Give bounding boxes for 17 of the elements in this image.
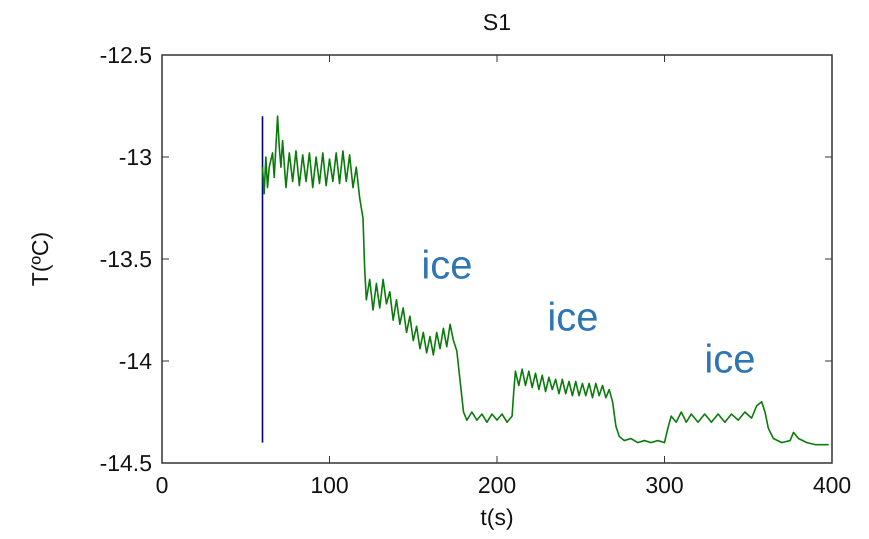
y-tick-label: -14.5: [100, 450, 152, 476]
x-tick-label: 100: [310, 472, 349, 498]
annotation: ice: [421, 244, 473, 288]
y-tick-label: -12.5: [100, 42, 152, 68]
y-tick-label: -13: [118, 144, 152, 170]
x-axis-title: t(s): [480, 504, 514, 530]
annotation: ice: [547, 296, 599, 340]
y-tick-label: -13.5: [100, 246, 152, 272]
x-tick-label: 200: [478, 472, 516, 498]
y-axis-title: T(ºC): [27, 232, 53, 286]
line-series: [262, 115, 830, 446]
x-tick-label: 0: [156, 472, 168, 498]
chart-title: S1: [482, 9, 512, 35]
annotation: ice: [704, 338, 756, 382]
x-tick-label: 400: [812, 472, 852, 498]
y-tick-label: -14: [118, 348, 152, 374]
x-tick-label: 300: [645, 472, 684, 498]
